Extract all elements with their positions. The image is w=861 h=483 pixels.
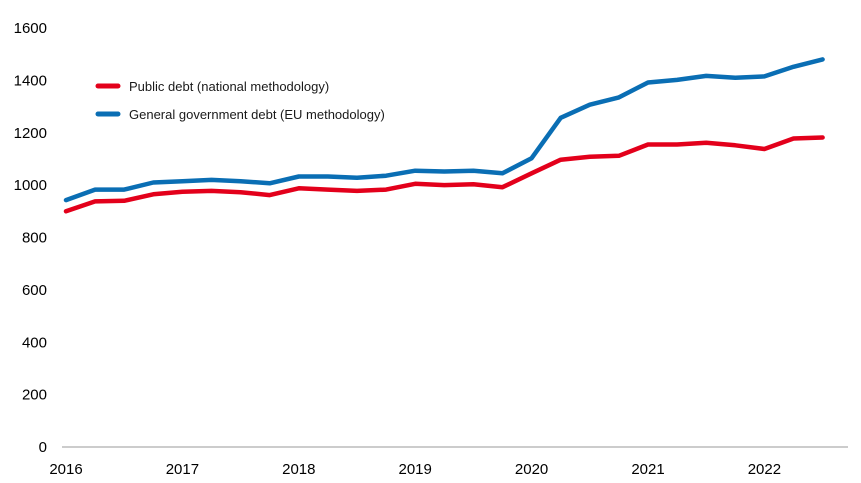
x-tick-label: 2022	[748, 461, 781, 478]
x-tick-label: 2020	[515, 461, 548, 478]
series-line-1	[63, 135, 825, 214]
series-line-2	[63, 57, 825, 203]
y-tick-label: 1200	[14, 125, 47, 142]
y-tick-label: 0	[39, 439, 47, 456]
x-tick-label: 2016	[49, 461, 82, 478]
y-axis-tick-labels: 0 200 400 600 800 1000 1200 1400 1600	[14, 20, 47, 456]
y-tick-label: 1400	[14, 72, 47, 89]
y-tick-label: 800	[22, 230, 47, 247]
legend-label: Public debt (national methodology)	[129, 79, 329, 94]
x-axis-tick-labels: 2016 2017 2018 2019 2020 2021 2022	[49, 461, 781, 478]
y-tick-label: 600	[22, 282, 47, 299]
y-tick-label: 1000	[14, 177, 47, 194]
y-tick-label: 200	[22, 387, 47, 404]
y-tick-label: 1600	[14, 20, 47, 37]
legend-label: General government debt (EU methodology)	[129, 107, 385, 122]
series-lines	[63, 57, 825, 214]
y-tick-label: 400	[22, 334, 47, 351]
x-tick-label: 2019	[399, 461, 432, 478]
x-tick-label: 2021	[631, 461, 664, 478]
legend: Public debt (national methodology) Genera…	[95, 79, 385, 122]
x-tick-label: 2017	[166, 461, 199, 478]
x-tick-label: 2018	[282, 461, 315, 478]
